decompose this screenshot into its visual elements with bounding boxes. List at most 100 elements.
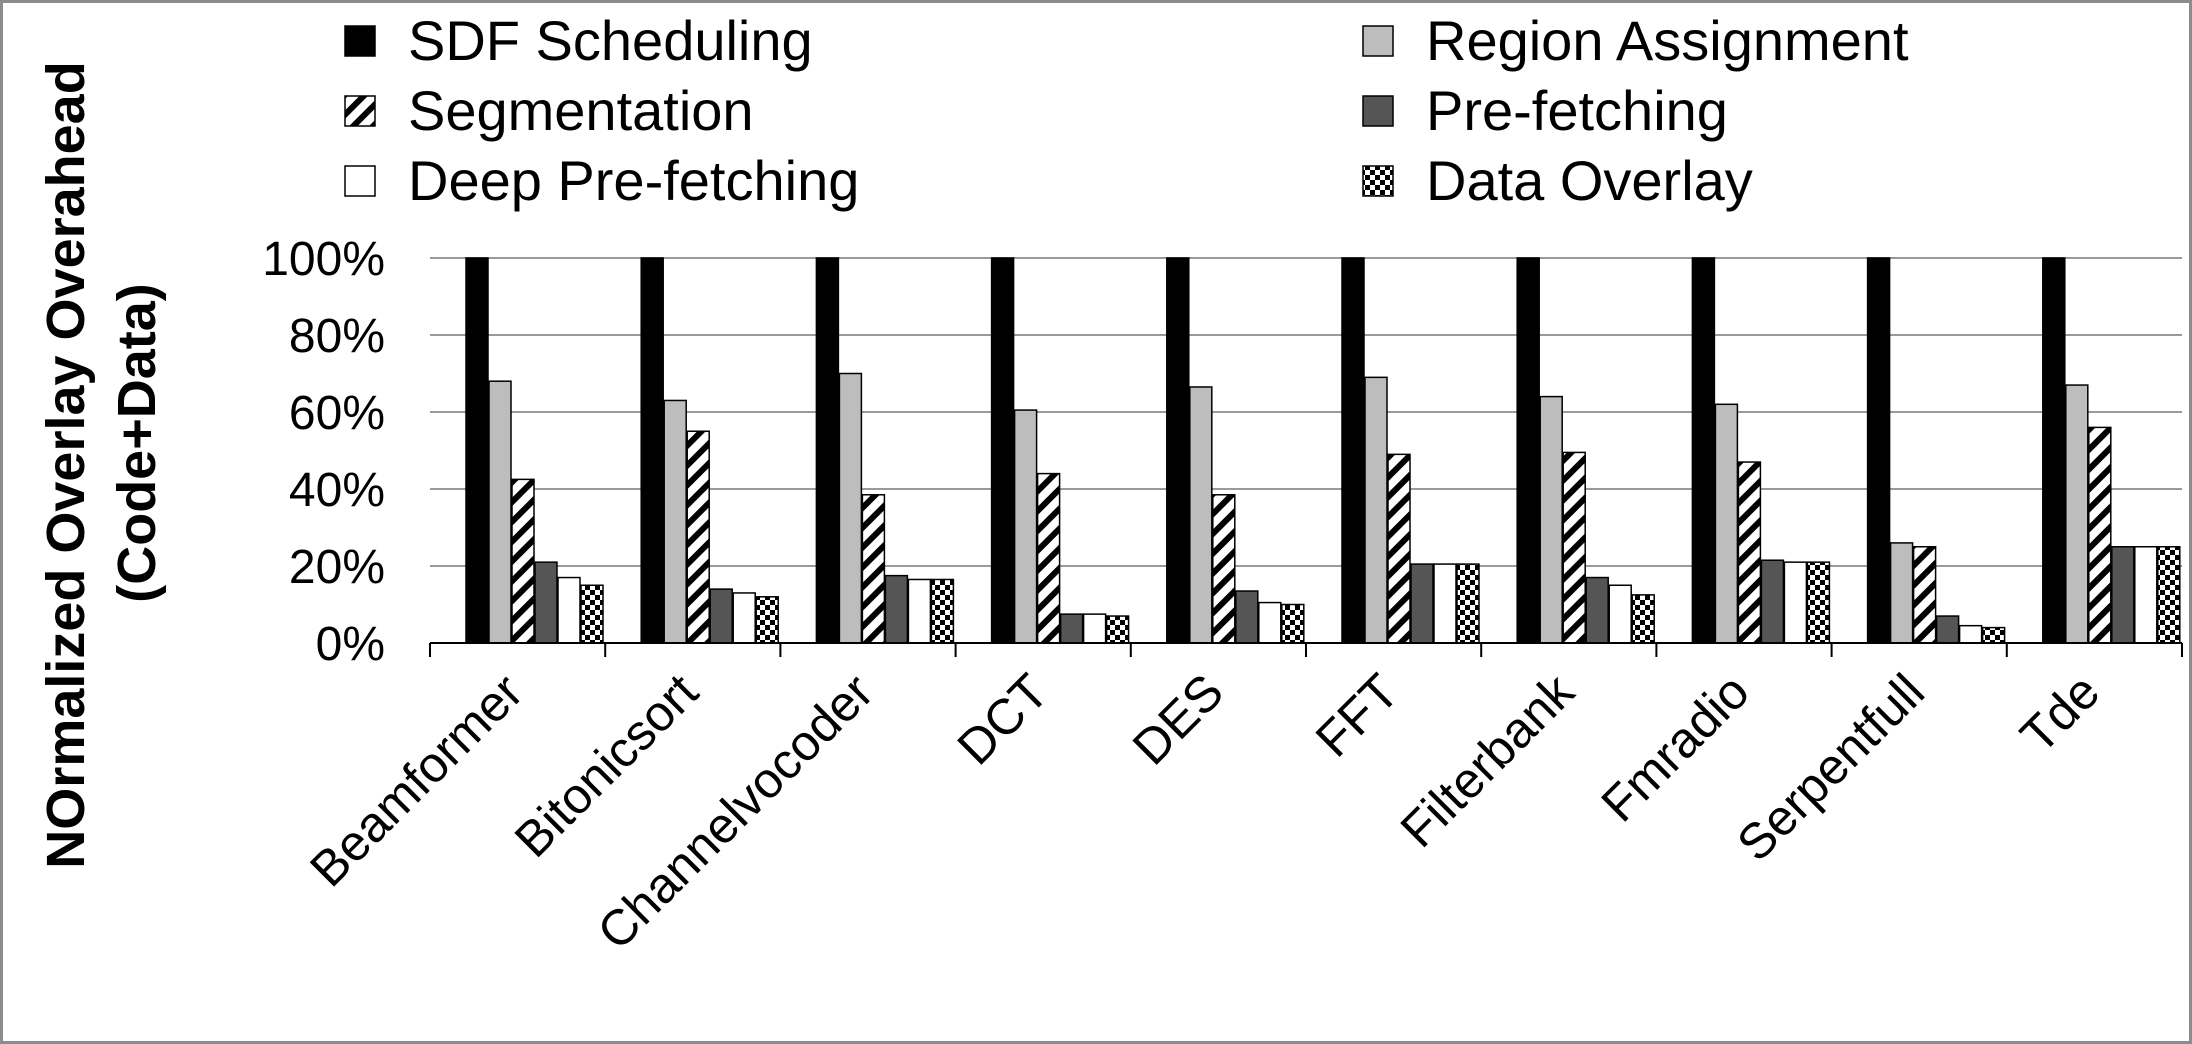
bar (2065, 384, 2089, 644)
bar (838, 372, 863, 644)
legend-swatch (344, 165, 376, 197)
legend-label: Segmentation (408, 79, 754, 142)
category-label: DES (1122, 663, 1234, 775)
bar (1036, 472, 1061, 644)
bar (2042, 257, 2066, 644)
bars (465, 257, 2181, 644)
category-label: Serpentfull (1726, 663, 1935, 872)
y-axis-label-line-1: NOrmalized Overlay Overahead (36, 61, 96, 868)
y-tick-label: 0% (316, 618, 385, 671)
bar (557, 576, 581, 644)
bar (1341, 257, 1365, 644)
bar (1631, 594, 1655, 644)
x-axis (429, 642, 2183, 657)
bar (755, 596, 779, 644)
bar (1981, 626, 2006, 644)
legend-swatch (1362, 95, 1394, 127)
bar (1585, 576, 1609, 644)
bar (1235, 590, 1259, 644)
legend-item: Data Overlay (1362, 149, 1753, 212)
y-axis-ticks: 0% 20% 40% 60% 80% 100% (262, 233, 385, 671)
bar (1456, 563, 1480, 644)
bar (1691, 257, 1716, 644)
bar (2111, 546, 2135, 644)
bar (861, 494, 886, 644)
bar-group (640, 257, 779, 644)
bar (930, 578, 955, 644)
legend-label: Data Overlay (1426, 149, 1753, 212)
legend-label: SDF Scheduling (408, 9, 813, 72)
category-label: FFT (1305, 663, 1409, 767)
bar (1166, 257, 1190, 644)
legend-item: Pre-fetching (1362, 79, 1728, 142)
bar-group (1866, 257, 2006, 644)
bar (1608, 584, 1632, 644)
bar (580, 584, 604, 644)
bar (1806, 561, 1831, 644)
bar-group (1166, 257, 1305, 644)
legend-item: Region Assignment (1362, 9, 1909, 72)
bar (1912, 546, 1937, 644)
bar (1013, 409, 1038, 644)
y-tick-label: 20% (289, 541, 385, 594)
bar (1410, 563, 1434, 644)
bar-group (1341, 257, 1480, 644)
category-label: DCT (947, 663, 1059, 775)
bar (884, 574, 909, 644)
bar (1082, 613, 1107, 644)
y-axis-label: NOrmalized Overlay Overahead (Code+Data) (36, 61, 167, 868)
bar (2157, 546, 2181, 644)
category-label: Fmradio (1591, 663, 1760, 832)
category-label: Filterbank (1390, 662, 1586, 858)
legend-swatch (1362, 165, 1394, 197)
bar (1714, 403, 1739, 644)
bar (1258, 601, 1282, 644)
legend-item: Deep Pre-fetching (344, 149, 859, 212)
bar-group (2042, 257, 2181, 644)
bar (1516, 257, 1540, 644)
bar (465, 257, 489, 644)
legend-item: SDF Scheduling (344, 9, 813, 72)
bar (1539, 395, 1563, 644)
bar (534, 561, 558, 644)
bar (1059, 613, 1084, 644)
bar (1935, 615, 1960, 644)
bar (1760, 559, 1785, 644)
legend-swatch (344, 25, 376, 57)
bar-group (465, 257, 604, 644)
bar (511, 478, 535, 644)
bar (640, 257, 664, 644)
bar (1212, 494, 1236, 644)
bar (1958, 624, 1983, 644)
y-tick-label: 100% (262, 233, 385, 286)
bar (1281, 603, 1305, 644)
bar-group (1691, 257, 1831, 644)
bar (1889, 542, 1914, 644)
legend-item: Segmentation (344, 79, 754, 142)
category-label: Beamformer (299, 663, 533, 897)
bar (1433, 563, 1457, 644)
y-tick-label: 80% (289, 310, 385, 363)
bar (709, 588, 733, 644)
bar-group (815, 257, 955, 644)
bar (488, 380, 512, 644)
bar (732, 592, 756, 644)
bar (1105, 615, 1130, 644)
bar (1783, 561, 1808, 644)
legend-label: Region Assignment (1426, 9, 1909, 72)
legend-swatch (344, 95, 376, 127)
bar (2088, 426, 2112, 644)
bar (907, 578, 932, 644)
legend-swatch (1362, 25, 1394, 57)
bar (1364, 376, 1388, 644)
bar (815, 257, 840, 644)
bar (990, 257, 1015, 644)
bar (1387, 453, 1411, 644)
category-label: Tde (2010, 663, 2111, 764)
y-axis-label-line-2: (Code+Data) (107, 283, 167, 603)
legend: SDF Scheduling Region Assignment Segmentat… (344, 9, 1909, 212)
y-tick-label: 40% (289, 464, 385, 517)
